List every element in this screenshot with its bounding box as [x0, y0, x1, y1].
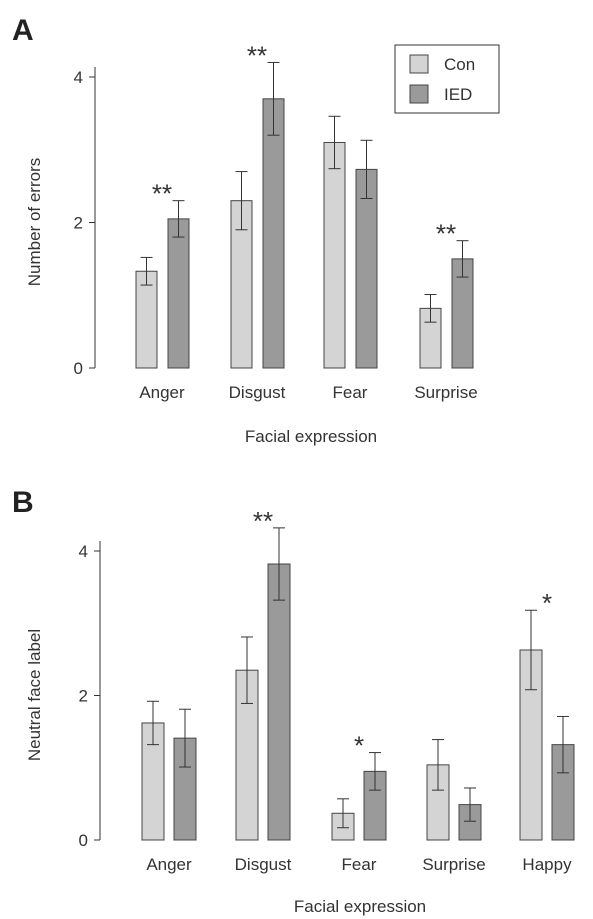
significance-marker: **	[152, 179, 172, 209]
x-tick-label: Surprise	[414, 383, 477, 402]
panel-a-x-title: Facial expression	[245, 427, 377, 446]
legend-label-con: Con	[444, 55, 475, 74]
significance-marker: *	[542, 588, 552, 618]
legend-label-ied: IED	[444, 85, 472, 104]
x-tick-label: Fear	[333, 383, 368, 402]
bar-ied-anger	[167, 218, 190, 369]
x-tick-label: Disgust	[235, 855, 292, 874]
y-tick-label: 4	[79, 542, 88, 561]
panel-a-legend: Con IED	[394, 44, 500, 114]
bar-con-fear	[323, 141, 346, 369]
panel-b-letter: B	[12, 486, 34, 519]
y-tick-label: 0	[74, 359, 83, 378]
panel-a-y-title: Number of errors	[25, 158, 44, 286]
panel-a-letter: A	[12, 14, 34, 47]
x-tick-label: Surprise	[422, 855, 485, 874]
significance-marker: **	[436, 219, 456, 249]
y-tick-label: 2	[79, 687, 88, 706]
panel-a-chart: 0 2 4 ** Anger ** Disgust Fear ** Surprise	[74, 40, 478, 402]
y-tick-label: 2	[74, 214, 83, 233]
panel-b-y-title: Neutral face label	[25, 629, 44, 761]
legend-swatch-ied	[409, 84, 429, 104]
bar-ied-fear	[355, 168, 378, 369]
legend-swatch-con	[409, 54, 429, 74]
x-tick-label: Happy	[522, 855, 572, 874]
bar-ied-disgust	[267, 563, 291, 841]
x-tick-label: Anger	[139, 383, 185, 402]
panel-b-x-title: Facial expression	[294, 897, 426, 916]
significance-marker: *	[354, 731, 364, 761]
significance-marker: **	[253, 506, 273, 536]
panel-b-chart: 0 2 4 Anger ** Disgust * Fear Surprise * Happy	[79, 506, 575, 874]
bar-ied-disgust	[262, 98, 285, 369]
x-tick-label: Fear	[342, 855, 377, 874]
y-tick-label: 0	[79, 831, 88, 850]
y-tick-label: 4	[74, 68, 83, 87]
bar-con-anger	[135, 270, 158, 369]
significance-marker: **	[247, 40, 267, 70]
x-tick-label: Disgust	[229, 383, 286, 402]
x-tick-label: Anger	[146, 855, 192, 874]
